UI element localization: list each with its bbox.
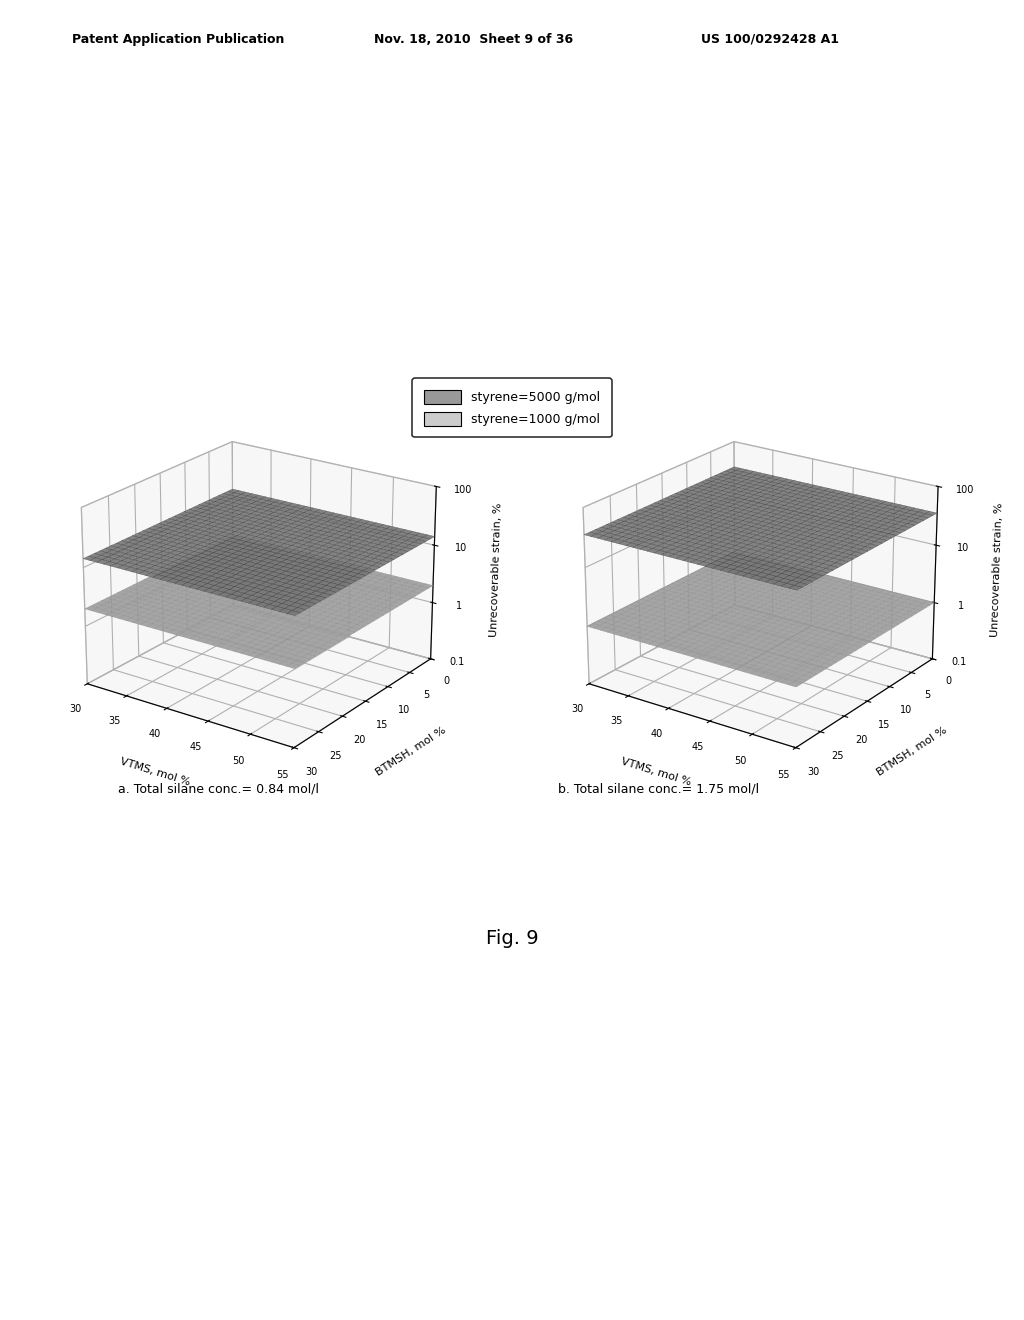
Text: Patent Application Publication: Patent Application Publication (72, 33, 284, 46)
Y-axis label: BTMSH, mol %: BTMSH, mol % (374, 725, 447, 777)
Text: Nov. 18, 2010  Sheet 9 of 36: Nov. 18, 2010 Sheet 9 of 36 (374, 33, 572, 46)
Text: US 100/0292428 A1: US 100/0292428 A1 (701, 33, 840, 46)
X-axis label: VTMS, mol %: VTMS, mol % (118, 756, 190, 788)
Text: a. Total silane conc.= 0.84 mol/l: a. Total silane conc.= 0.84 mol/l (118, 781, 318, 795)
Text: Fig. 9: Fig. 9 (485, 929, 539, 948)
Y-axis label: BTMSH, mol %: BTMSH, mol % (876, 725, 949, 777)
Text: b. Total silane conc.= 1.75 mol/l: b. Total silane conc.= 1.75 mol/l (558, 781, 759, 795)
X-axis label: VTMS, mol %: VTMS, mol % (620, 756, 692, 788)
Legend: styrene=5000 g/mol, styrene=1000 g/mol: styrene=5000 g/mol, styrene=1000 g/mol (413, 379, 611, 437)
